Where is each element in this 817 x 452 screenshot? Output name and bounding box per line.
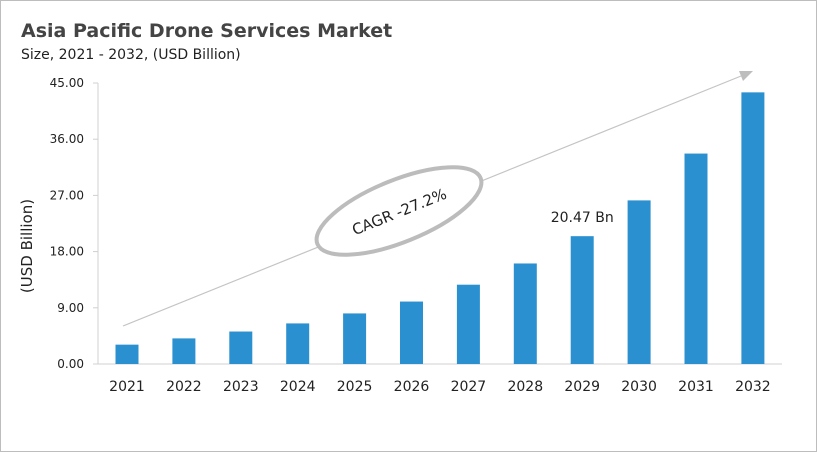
x-tick-label: 2025	[337, 379, 373, 395]
x-tick-label: 2023	[223, 379, 259, 395]
chart-title: Asia Pacific Drone Services Market	[21, 20, 392, 42]
bar-2023	[229, 331, 253, 364]
y-axis-label: (USD Billion)	[18, 199, 36, 293]
trend-arrow-head	[739, 71, 753, 81]
bar-2030	[627, 200, 651, 364]
bar-2025	[343, 313, 367, 364]
x-tick-label: 2024	[280, 379, 316, 395]
y-tick-label: 36.00	[50, 132, 84, 146]
x-tick-label: 2029	[564, 379, 600, 395]
bar-2032	[741, 92, 765, 364]
chart-subtitle: Size, 2021 - 2032, (USD Billion)	[21, 47, 241, 63]
y-tick-label: 27.00	[50, 188, 84, 202]
bar-2022	[172, 338, 196, 364]
x-tick-label: 2032	[735, 379, 771, 395]
bar-2031	[684, 153, 708, 364]
bar-2027	[456, 284, 480, 364]
value-label: 20.47 Bn	[551, 210, 614, 226]
x-tick-label: 2028	[507, 379, 543, 395]
y-tick-label: 0.00	[57, 357, 84, 371]
x-tick-label: 2027	[451, 379, 487, 395]
bar-2028	[513, 263, 537, 364]
x-tick-label: 2026	[394, 379, 430, 395]
bar-2021	[115, 344, 139, 364]
cagr-ellipse	[314, 165, 484, 257]
x-tick-label: 2030	[621, 379, 657, 395]
y-tick-label: 18.00	[50, 245, 84, 259]
x-tick-label: 2022	[166, 379, 202, 395]
bar-2026	[400, 301, 423, 364]
x-tick-label: 2021	[109, 379, 145, 395]
bar-2029	[570, 236, 594, 364]
y-tick-label: 45.00	[50, 76, 84, 90]
y-tick-label: 9.00	[57, 301, 84, 315]
bar-2024	[286, 323, 310, 364]
x-tick-label: 2031	[678, 379, 714, 395]
